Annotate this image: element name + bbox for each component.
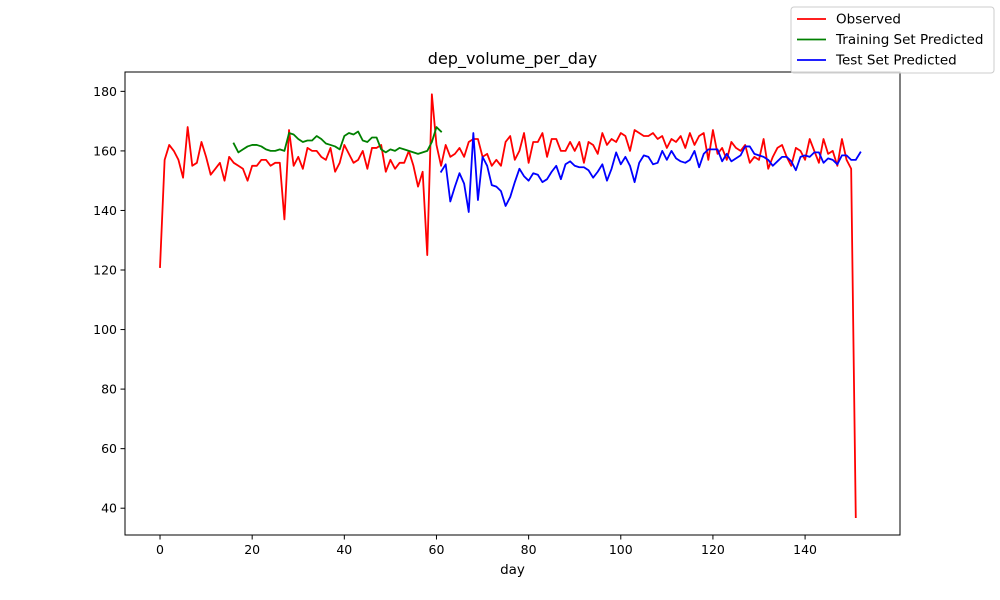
x-tick-label: 120 xyxy=(701,542,725,557)
y-tick-label: 80 xyxy=(101,382,117,397)
legend: Observed Training Set Predicted Test Set P… xyxy=(790,6,995,74)
y-tick-label: 160 xyxy=(93,143,117,158)
x-tick-label: 140 xyxy=(793,542,817,557)
x-tick-label: 80 xyxy=(521,542,537,557)
legend-label-1: Observed xyxy=(836,12,901,28)
x-tick-label: 60 xyxy=(429,542,445,557)
series-line-2 xyxy=(232,126,443,155)
x-axis: 0 20 40 60 80 100 120 140 xyxy=(156,535,817,557)
series-line-3 xyxy=(439,132,862,213)
plot-area-frame xyxy=(124,71,901,536)
y-tick-label: 120 xyxy=(93,263,117,278)
x-tick-label: 100 xyxy=(609,542,633,557)
y-tick-label: 140 xyxy=(93,203,117,218)
y-tick-label: 40 xyxy=(101,501,117,516)
x-tick-label: 20 xyxy=(244,542,260,557)
y-tick-label: 60 xyxy=(101,441,117,456)
y-tick-label: 180 xyxy=(93,84,117,99)
x-tick-label: 40 xyxy=(336,542,352,557)
series-layer xyxy=(159,93,862,519)
series-line-1 xyxy=(159,93,857,519)
legend-label-2: Training Set Predicted xyxy=(835,32,983,48)
chart-title: dep_volume_per_day xyxy=(428,49,597,69)
x-axis-label: day xyxy=(500,562,525,578)
y-tick-label: 100 xyxy=(93,322,117,337)
x-tick-label: 0 xyxy=(156,542,164,557)
legend-label-3: Test Set Predicted xyxy=(835,53,957,69)
y-axis: 40 60 80 100 120 140 160 180 xyxy=(93,84,125,516)
legend-frame xyxy=(790,6,995,74)
